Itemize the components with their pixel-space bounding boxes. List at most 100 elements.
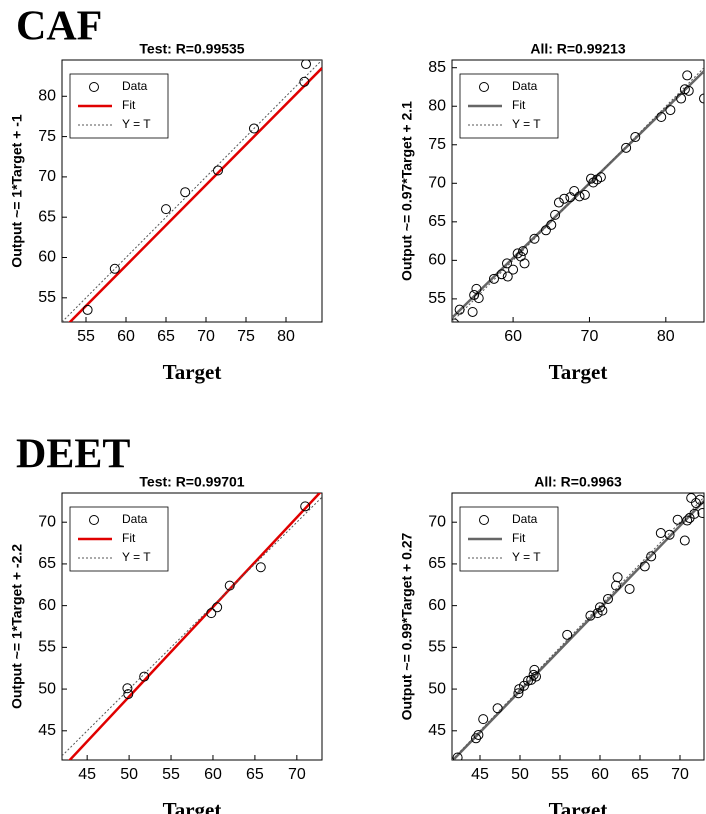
y-axis-label: Output ~= 1*Target + -1 [9, 114, 25, 268]
data-point [595, 172, 606, 183]
data-point [550, 209, 561, 220]
data-point [249, 123, 259, 134]
data-point [518, 246, 529, 257]
data-point [452, 318, 460, 322]
y-tick-label: 65 [428, 555, 446, 572]
data-point [471, 283, 482, 294]
legend-label: Y = T [512, 550, 541, 564]
legend-label: Fit [122, 98, 136, 112]
data-point [529, 233, 540, 244]
chart: Test: R=0.99701 Target Output ~= 1*Target … [9, 474, 323, 814]
x-tick-label: 55 [77, 328, 95, 345]
data-point [492, 703, 503, 714]
data-point [553, 197, 564, 208]
y-tick-label: 50 [38, 680, 56, 697]
data-point [639, 561, 650, 572]
data-point [213, 165, 223, 176]
legend-label: Fit [512, 98, 526, 112]
x-tick-label: 70 [288, 766, 306, 783]
chart: All: R=0.99213 Target Output ~= 0.97*Targe… [399, 41, 705, 384]
data-point [82, 304, 93, 315]
legend-label: Data [512, 512, 538, 526]
data-point [496, 269, 507, 280]
data-point [467, 306, 478, 317]
data-point [139, 671, 150, 682]
data-point [540, 225, 551, 236]
data-point [473, 293, 484, 304]
x-tick-label: 50 [511, 766, 529, 783]
data-point [180, 187, 191, 198]
data-point [489, 273, 499, 284]
legend-label: Data [122, 79, 148, 93]
x-axis-label: Target [549, 798, 608, 814]
plot-content [452, 67, 704, 322]
data-point [679, 535, 690, 546]
y-tick-label: 80 [38, 87, 56, 104]
data-point [562, 629, 573, 640]
data-point [109, 263, 120, 274]
data-point [531, 671, 541, 682]
data-point [454, 304, 465, 315]
chart: Test: R=0.99535 Target Output ~= 1*Target … [9, 41, 323, 384]
x-tick-label: 65 [157, 328, 175, 345]
y-tick-label: 55 [38, 639, 56, 656]
data-point [646, 551, 657, 562]
data-point [592, 608, 603, 619]
legend-label: Y = T [122, 550, 151, 564]
chart-title: Test: R=0.99701 [139, 474, 244, 490]
data-point [624, 583, 635, 594]
y-tick-label: 70 [428, 513, 446, 530]
fit-line [68, 493, 322, 760]
data-point [585, 610, 596, 621]
legend-label: Y = T [122, 117, 151, 131]
y-tick-label: 45 [38, 722, 56, 739]
data-point [502, 271, 513, 282]
y-tick-label: 65 [428, 213, 446, 230]
fit-line [68, 67, 322, 322]
data-point [612, 572, 623, 583]
x-tick-label: 45 [471, 766, 489, 783]
y-tick-label: 70 [38, 513, 56, 530]
data-point [697, 508, 704, 519]
data-point [501, 258, 512, 269]
legend-marker [89, 515, 99, 525]
data-point [665, 105, 676, 116]
data-point [595, 602, 605, 613]
data-point [471, 733, 481, 744]
data-point [603, 593, 613, 604]
x-tick-label: 55 [551, 766, 569, 783]
y-tick-label: 55 [38, 289, 56, 306]
y-tick-label: 70 [428, 175, 446, 192]
data-point [630, 132, 641, 143]
data-point [206, 608, 217, 619]
x-tick-label: 70 [671, 766, 689, 783]
y-axis-label: Output ~= 0.97*Target + 2.1 [399, 101, 415, 281]
data-point [683, 85, 694, 96]
fit-line [62, 496, 322, 757]
data-point [672, 514, 683, 525]
plot-content [452, 493, 704, 760]
data-point [301, 60, 311, 70]
data-point [513, 688, 524, 699]
data-point [212, 602, 223, 613]
x-tick-label: 60 [504, 328, 522, 345]
chart: All: R=0.9963 Target Output ~= 0.99*Target… [399, 474, 705, 814]
y-tick-label: 65 [38, 208, 56, 225]
data-point [569, 186, 580, 196]
y-tick-label: 80 [428, 97, 446, 114]
data-point [664, 529, 675, 540]
x-tick-label: 65 [246, 766, 264, 783]
data-point [161, 204, 171, 215]
data-point [255, 562, 266, 573]
data-point [299, 76, 310, 87]
data-point [122, 683, 133, 694]
x-tick-label: 70 [581, 328, 599, 345]
data-point [656, 112, 667, 123]
y-tick-label: 50 [428, 680, 446, 697]
x-tick-label: 80 [657, 328, 675, 345]
data-point [546, 219, 557, 230]
y-tick-label: 75 [38, 128, 56, 145]
x-tick-label: 55 [162, 766, 180, 783]
data-point [529, 664, 540, 675]
